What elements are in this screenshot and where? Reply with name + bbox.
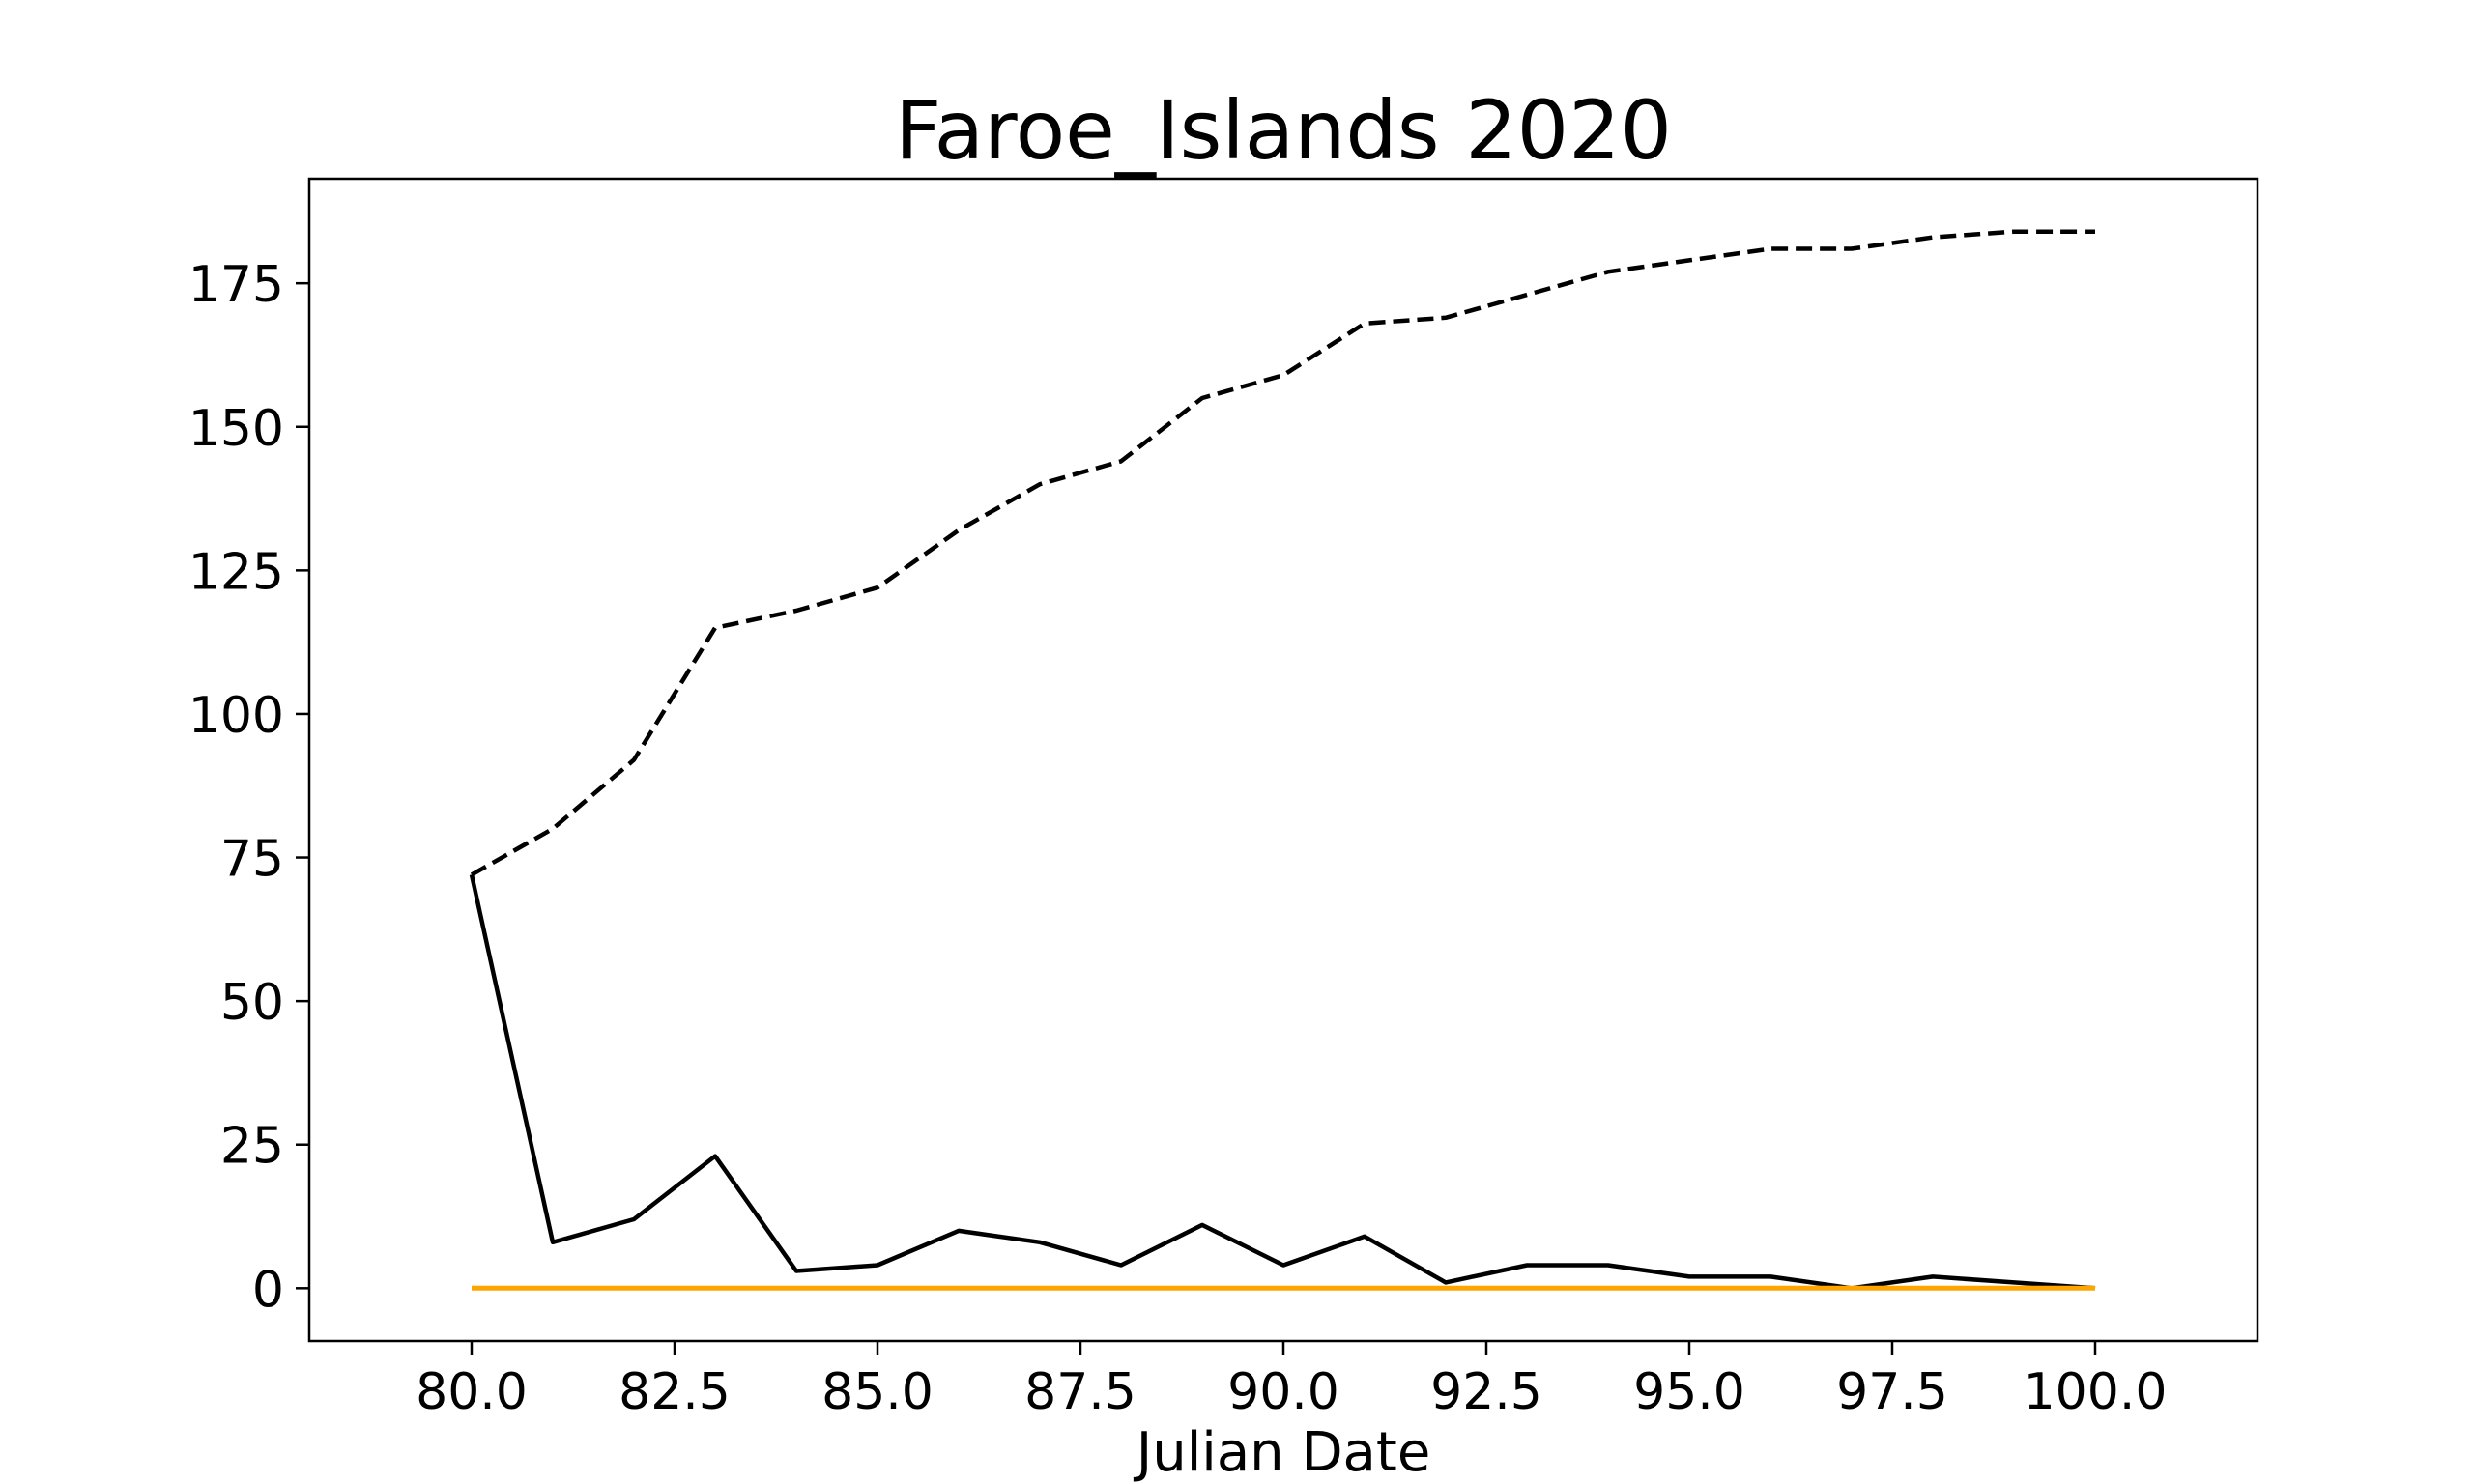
x-axis: 80.0 82.5 85.0 87.5 90.0 92.5 95.0 97.5 100.0 — [416, 1341, 2167, 1421]
x-tick-label: 90.0 — [1227, 1363, 1339, 1421]
y-tick-label: 150 — [188, 400, 284, 458]
series-line-2 — [469, 873, 2096, 1291]
x-tick-label: 85.0 — [821, 1363, 934, 1421]
x-tick-label: 87.5 — [1024, 1363, 1136, 1421]
y-axis: 0 25 50 75 100 125 150 175 — [188, 256, 309, 1319]
x-tick-label: 80.0 — [416, 1363, 528, 1421]
x-tick-label: 95.0 — [1633, 1363, 1745, 1421]
y-tick-label: 0 — [252, 1261, 284, 1319]
x-tick-label: 92.5 — [1430, 1363, 1542, 1421]
y-tick-label: 100 — [188, 687, 284, 745]
series-line-1 — [470, 229, 2095, 877]
x-tick-label: 100.0 — [2024, 1363, 2168, 1421]
x-tick-label: 82.5 — [618, 1363, 731, 1421]
y-tick-label: 125 — [188, 543, 284, 601]
x-tick-label: 97.5 — [1836, 1363, 1948, 1421]
plot-frame — [307, 177, 2259, 1343]
chart-title: Faroe_Islands 2020 — [895, 83, 1672, 178]
series-layer — [469, 229, 2096, 1291]
y-tick-label: 75 — [220, 831, 284, 889]
y-tick-label: 175 — [188, 256, 284, 314]
x-axis-label: Julian Date — [1134, 1421, 1431, 1484]
y-tick-label: 25 — [220, 1118, 284, 1176]
y-tick-label: 50 — [220, 974, 284, 1032]
